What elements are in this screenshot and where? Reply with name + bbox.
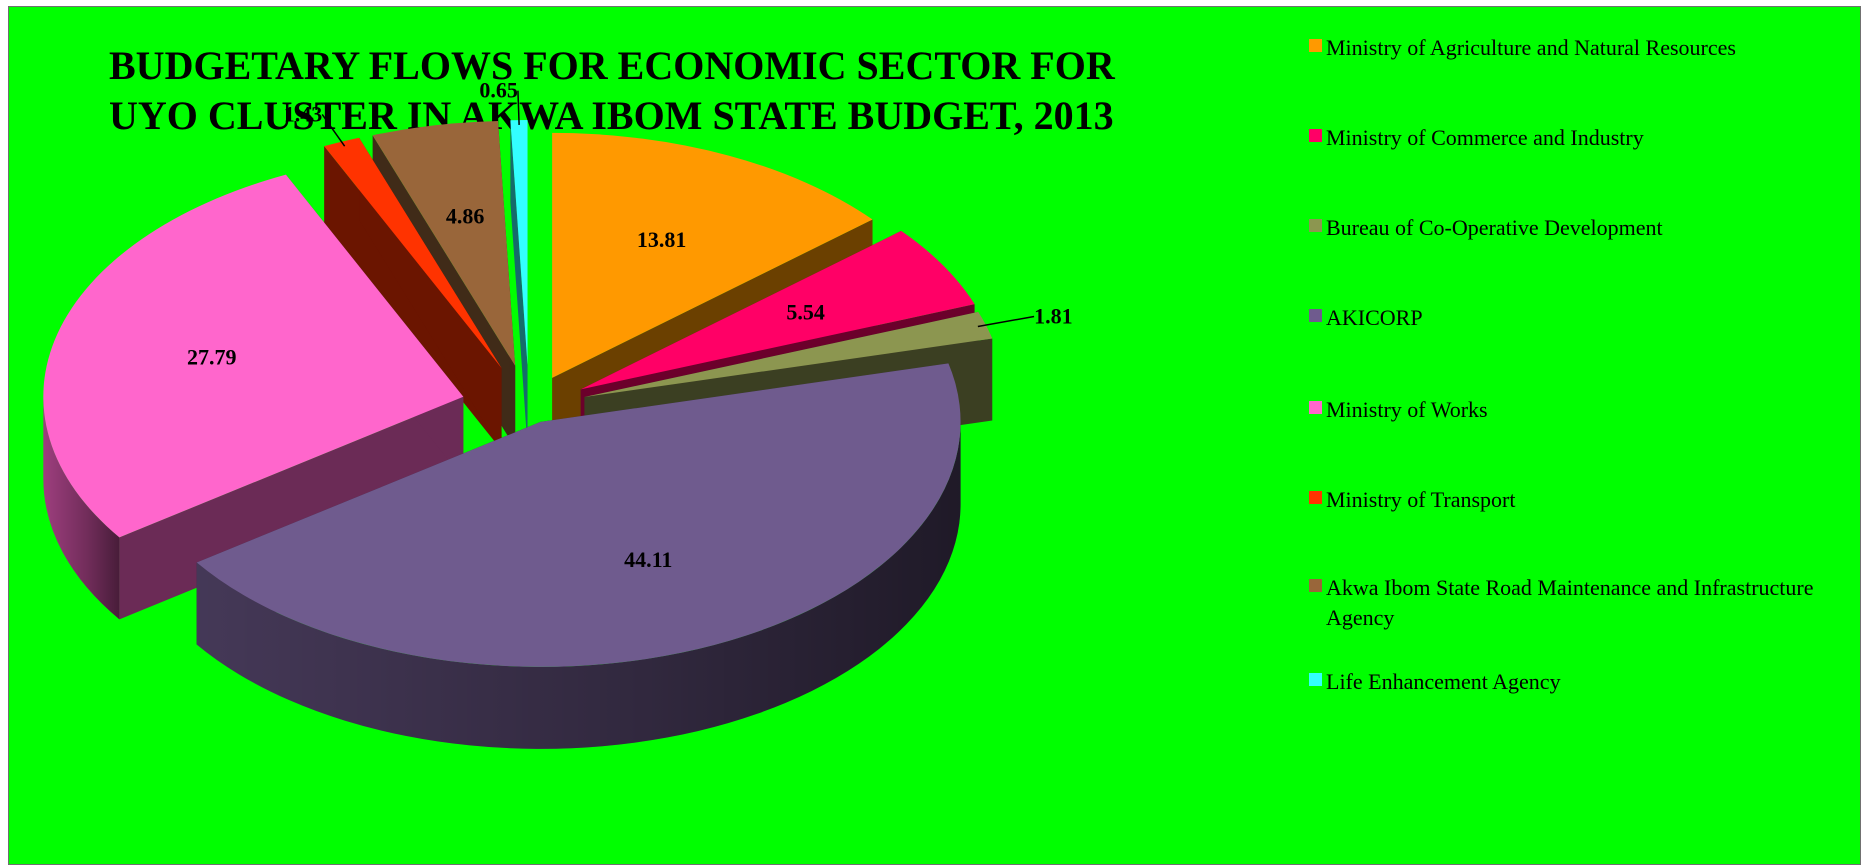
- chart-title-line-1: BUDGETARY FLOWS FOR ECONOMIC SECTOR FOR: [109, 43, 1116, 88]
- legend-label: Ministry of Agriculture and Natural Reso…: [1326, 35, 1736, 60]
- pie-slice-top-ministry-of-transport: [324, 137, 502, 369]
- pie-slice-top-ministry-of-agriculture-and-natural-resources: [552, 132, 873, 378]
- pie-slice-top-ministry-of-commerce-and-industry: [580, 230, 975, 390]
- chart-area: BUDGETARY FLOWS FOR ECONOMIC SECTOR FOR …: [8, 6, 1861, 865]
- data-label-ministry-of-transport: 1.43: [284, 101, 323, 126]
- data-label-bureau-of-co-operative-development: 1.81: [1034, 303, 1073, 328]
- legend-item-ministry-of-agriculture-and-natural-resources: Ministry of Agriculture and Natural Reso…: [1309, 33, 1849, 63]
- pie-slice-wall-life-enhancement-agency-0: [510, 120, 528, 448]
- legend-label: Ministry of Commerce and Industry: [1326, 125, 1644, 150]
- legend-item-ministry-of-works: Ministry of Works: [1309, 395, 1849, 425]
- pie-slice-top-ministry-of-works: [43, 174, 464, 538]
- legend-swatch: [1309, 579, 1322, 592]
- pie-slice-top-akicorp: [196, 363, 961, 667]
- pie-chart: BUDGETARY FLOWS FOR ECONOMIC SECTOR FOR …: [43, 43, 1116, 749]
- pie-slice-top-bureau-of-co-operative-development: [584, 311, 993, 398]
- data-label-akicorp: 44.11: [624, 547, 672, 572]
- data-label-life-enhancement-agency: 0.65: [479, 78, 518, 103]
- leader-line-ministry-of-transport: [321, 114, 346, 147]
- legend-swatch: [1309, 39, 1322, 52]
- legend-swatch: [1309, 491, 1322, 504]
- leader-line-bureau-of-co-operative-development: [977, 315, 1035, 328]
- leader-line-life-enhancement-agency: [517, 90, 520, 125]
- data-label-akwa-ibom-state-road-maintenance-and-infrastructure-agency: 4.86: [446, 204, 485, 229]
- pie-slice-ministry-of-works: [43, 174, 464, 620]
- legend-item-akwa-ibom-state-road-maintenance-and-infrastructure-agency: Akwa Ibom State Road Maintenance and Inf…: [1309, 573, 1849, 633]
- legend-item-life-enhancement-agency: Life Enhancement Agency: [1309, 667, 1849, 697]
- pie-slice-top-life-enhancement-agency: [510, 120, 528, 366]
- legend-item-ministry-of-commerce-and-industry: Ministry of Commerce and Industry: [1309, 123, 1849, 153]
- pie-slice-life-enhancement-agency: [510, 120, 528, 448]
- data-label-ministry-of-works: 27.79: [187, 344, 237, 369]
- legend-swatch: [1309, 673, 1322, 686]
- legend-swatch: [1309, 129, 1322, 142]
- legend-item-akicorp: AKICORP: [1309, 303, 1849, 333]
- legend-swatch: [1309, 401, 1322, 414]
- legend-label: Bureau of Co-Operative Development: [1326, 215, 1663, 240]
- legend-label: Ministry of Transport: [1326, 487, 1516, 512]
- pie-slice-side-shade-akicorp-0: [196, 421, 961, 749]
- pie-data-labels: 13.81 5.54 1.81 44.11 27.79 1.43 4.86 0.65: [187, 78, 1073, 573]
- pie-slices: [43, 120, 993, 749]
- legend-label: Akwa Ibom State Road Maintenance and Inf…: [1326, 575, 1814, 630]
- legend-swatch: [1309, 309, 1322, 322]
- data-label-ministry-of-commerce-and-industry: 5.54: [786, 300, 825, 325]
- legend-label: Ministry of Works: [1326, 397, 1488, 422]
- pie-slice-top-akwa-ibom-state-road-maintenance-and-infrastructure-agency: [372, 120, 516, 366]
- legend-item-ministry-of-transport: Ministry of Transport: [1309, 485, 1849, 515]
- legend-swatch: [1309, 219, 1322, 232]
- pie-slice-ministry-of-transport: [324, 137, 502, 451]
- legend-item-bureau-of-co-operative-development: Bureau of Co-Operative Development: [1309, 213, 1849, 243]
- pie-slice-akicorp: [196, 363, 961, 749]
- legend-label: AKICORP: [1326, 305, 1423, 330]
- legend-label: Life Enhancement Agency: [1326, 669, 1561, 694]
- pie-slice-side-shade-ministry-of-works-0: [43, 396, 120, 620]
- data-label-ministry-of-agriculture-and-natural-resources: 13.81: [637, 227, 687, 252]
- chart-title-line-2: UYO CLUSTER IN AKWA IBOM STATE BUDGET, 2…: [109, 93, 1114, 138]
